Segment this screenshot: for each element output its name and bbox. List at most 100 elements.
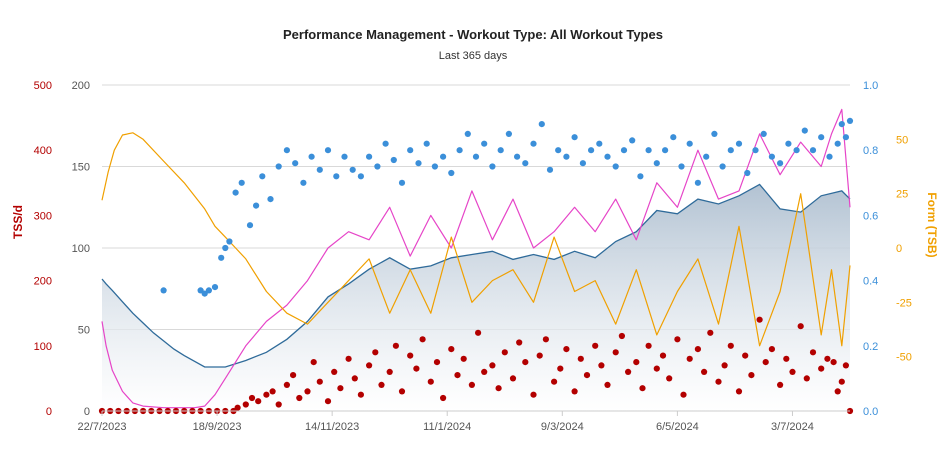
daily-tss-point xyxy=(530,391,537,398)
efficiency-point xyxy=(267,196,274,203)
efficiency-point xyxy=(604,153,611,160)
efficiency-point xyxy=(382,140,389,147)
daily-tss-point xyxy=(234,404,241,411)
efficiency-point xyxy=(415,160,422,167)
efficiency-point xyxy=(752,147,759,154)
daily-tss-point xyxy=(824,355,831,362)
form-line xyxy=(101,132,851,347)
daily-tss-point xyxy=(742,352,749,359)
daily-tss-point xyxy=(783,355,790,362)
x-tick-label: 22/7/2023 xyxy=(78,421,127,433)
daily-tss-point xyxy=(542,336,550,343)
efficiency-point xyxy=(232,189,239,196)
daily-tss-point xyxy=(536,352,543,359)
daily-tss-point xyxy=(337,385,344,392)
daily-tss-point xyxy=(707,329,714,336)
daily-tss-point xyxy=(440,394,447,402)
efficiency-point xyxy=(497,147,504,154)
x-tick-label: 6/5/2024 xyxy=(656,421,699,433)
daily-tss-point xyxy=(680,391,687,398)
right-inner-tick-label: 0.0 xyxy=(863,406,878,418)
daily-tss-point xyxy=(248,394,256,402)
efficiency-point xyxy=(760,130,767,137)
daily-tss-point xyxy=(296,394,303,402)
efficiency-point xyxy=(563,153,570,160)
efficiency-point xyxy=(842,134,850,141)
daily-tss-point xyxy=(666,375,673,382)
daily-tss-point xyxy=(316,378,323,385)
efficiency-point xyxy=(538,121,545,128)
chart-subtitle: Last 365 days xyxy=(439,50,508,62)
left-outer-tick-label: 400 xyxy=(34,145,52,157)
efficiency-point xyxy=(727,147,734,154)
daily-tss-point xyxy=(304,388,311,395)
efficiency-point xyxy=(423,140,430,147)
efficiency-point xyxy=(662,147,669,154)
daily-tss-point xyxy=(842,362,850,369)
efficiency-point xyxy=(259,173,266,180)
line-series-layer xyxy=(101,108,851,409)
daily-tss-point xyxy=(583,372,591,379)
efficiency-point xyxy=(292,160,299,167)
efficiency-point xyxy=(670,134,677,141)
daily-tss-point xyxy=(748,372,755,379)
daily-tss-point xyxy=(551,378,558,385)
daily-tss-point xyxy=(475,329,482,336)
efficiency-point xyxy=(818,134,825,141)
left-inner-tick-label: 50 xyxy=(78,325,90,337)
daily-tss-point xyxy=(592,342,599,349)
daily-tss-point xyxy=(701,368,708,375)
efficiency-point xyxy=(205,287,212,294)
daily-tss-point xyxy=(366,362,373,369)
daily-tss-point xyxy=(501,349,508,356)
efficiency-point xyxy=(464,130,471,137)
efficiency-point xyxy=(846,117,854,124)
efficiency-point xyxy=(777,160,784,167)
efficiency-point xyxy=(694,179,702,186)
daily-tss-point xyxy=(275,401,282,408)
daily-tss-point xyxy=(392,342,399,349)
daily-tss-point xyxy=(386,368,393,375)
efficiency-point xyxy=(826,153,833,160)
right-outer-tick-label: -50 xyxy=(896,352,912,364)
daily-tss-point xyxy=(481,368,488,375)
fitness-line xyxy=(101,183,851,368)
daily-tss-point xyxy=(645,342,652,349)
efficiency-point xyxy=(703,153,710,160)
daily-tss-point xyxy=(522,359,529,366)
daily-tss-point xyxy=(378,381,385,388)
efficiency-point xyxy=(246,222,254,229)
efficiency-point xyxy=(809,147,817,154)
efficiency-point xyxy=(316,166,323,173)
efficiency-point xyxy=(448,169,455,177)
efficiency-point xyxy=(588,147,595,154)
daily-tss-point xyxy=(777,381,784,388)
efficiency-point xyxy=(838,121,845,128)
daily-tss-point xyxy=(653,365,660,372)
efficiency-point xyxy=(160,287,167,294)
efficiency-point xyxy=(711,130,718,137)
efficiency-point xyxy=(222,244,229,252)
daily-tss-point xyxy=(372,349,379,356)
efficiency-point xyxy=(522,160,529,167)
efficiency-point xyxy=(431,163,438,170)
efficiency-point xyxy=(226,238,233,245)
efficiency-point xyxy=(785,140,792,147)
daily-tss-point xyxy=(797,323,804,330)
efficiency-point xyxy=(744,169,751,177)
efficiency-point xyxy=(735,140,743,147)
efficiency-point xyxy=(505,130,512,137)
efficiency-point xyxy=(834,140,841,147)
left-outer-tick-label: 500 xyxy=(34,80,52,92)
daily-tss-point xyxy=(460,355,467,362)
daily-tss-point xyxy=(633,359,640,366)
efficiency-point xyxy=(300,179,307,186)
right-inner-tick-label: 0.8 xyxy=(863,145,878,157)
right-inner-tick-label: 0.2 xyxy=(863,341,878,353)
daily-tss-point xyxy=(557,365,564,372)
efficiency-point xyxy=(571,134,578,141)
daily-tss-point xyxy=(242,401,249,408)
efficiency-point xyxy=(398,179,406,186)
daily-tss-point xyxy=(577,355,584,362)
